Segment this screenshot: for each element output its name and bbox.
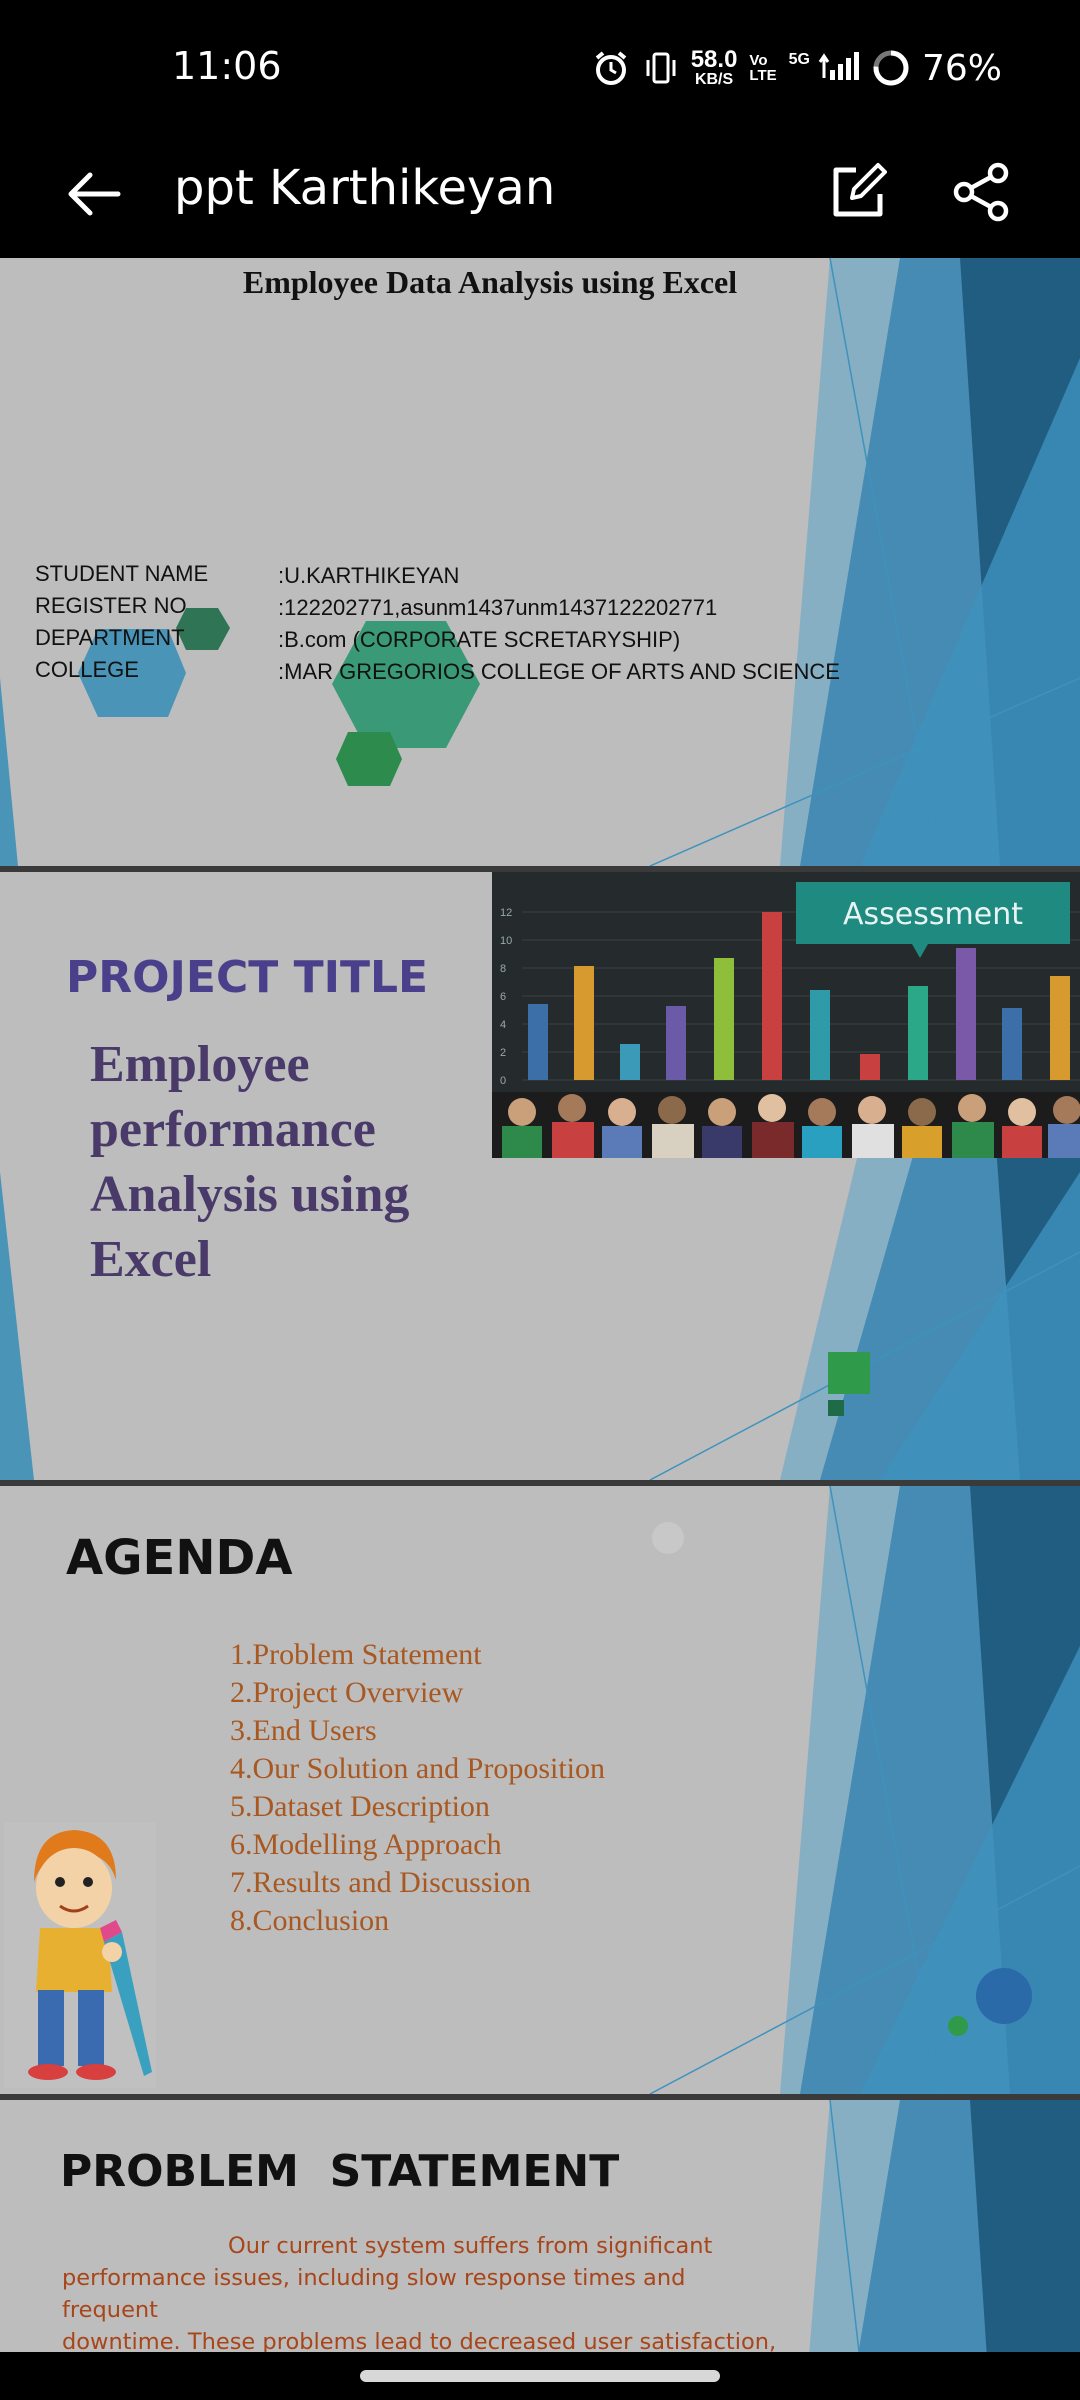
slide-decoration <box>0 258 1080 866</box>
slide-2[interactable]: 0 2 4 6 8 10 12 Assessment <box>0 872 1080 1480</box>
info-label: DEPARTMENT <box>35 625 185 650</box>
agenda-item: 3.End Users <box>230 1714 377 1747</box>
info-label: COLLEGE <box>35 657 139 682</box>
agenda-item: 5.Dataset Description <box>230 1790 490 1823</box>
agenda-item: 7.Results and Discussion <box>230 1866 531 1899</box>
slide-heading: PROJECT TITLE <box>66 952 429 1003</box>
chart-axis-tick: 2 <box>500 1047 506 1059</box>
slide-1[interactable]: Employee Data Analysis using Excel STUDE… <box>0 258 1080 866</box>
slide-title: Employee Data Analysis using Excel <box>242 264 738 300</box>
vibrate-icon <box>646 52 676 84</box>
arrow-left-icon <box>68 172 121 216</box>
project-title: Employee performance Analysis using Exce… <box>90 1036 410 1288</box>
slide-viewer[interactable]: Employee Data Analysis using Excel STUDE… <box>0 258 1080 2352</box>
share-button[interactable] <box>950 160 1014 224</box>
network-type: 5G <box>788 51 810 68</box>
slide-decoration <box>649 1486 1080 2094</box>
navigation-bar <box>0 2352 1080 2400</box>
alarm-icon <box>595 51 626 85</box>
info-value: :U.KARTHIKEYAN <box>278 563 460 588</box>
boy-pencil-clipart <box>4 1822 156 2088</box>
app-bar: ppt Karthikeyan <box>0 130 1080 258</box>
chart-axis-tick: 0 <box>500 1075 506 1087</box>
status-bar: 11:06 58.0 KB/S Vo LTE 5G <box>0 0 1080 130</box>
battery-ring-icon <box>873 50 909 86</box>
problem-statement-text: Our current system suffers from signific… <box>62 2233 777 2352</box>
status-time: 11:06 <box>172 44 282 88</box>
share-icon <box>953 162 1009 222</box>
info-value: :MAR GREGORIOS COLLEGE OF ARTS AND SCIEN… <box>278 659 840 684</box>
chart-axis-tick: 6 <box>500 991 506 1003</box>
agenda-list: 1.Problem Statement 2.Project Overview 3… <box>230 1636 605 1940</box>
edit-square-icon <box>833 163 887 217</box>
assessment-banner: Assessment <box>843 897 1023 932</box>
student-info-values: :U.KARTHIKEYAN :122202771,asunm1437unm14… <box>278 560 840 688</box>
chart-axis-tick: 8 <box>500 963 506 975</box>
slide-decoration <box>809 2100 1080 2352</box>
slide-heading: AGENDA <box>66 1530 293 1586</box>
home-gesture-handle[interactable] <box>360 2370 720 2382</box>
slide-3[interactable]: AGENDA 1.Problem Statement 2.Project Ove… <box>0 1486 1080 2094</box>
document-title: ppt Karthikeyan <box>174 160 556 216</box>
info-label: REGISTER NO <box>35 593 187 618</box>
agenda-item: 4.Our Solution and Proposition <box>230 1752 606 1785</box>
network-speed: 58.0 KB/S <box>690 46 738 88</box>
chart-axis-tick: 12 <box>500 907 512 919</box>
slide-4[interactable]: PROBLEM STATEMENT Our current system suf… <box>0 2100 1080 2352</box>
status-icons: 58.0 KB/S Vo LTE 5G 76% <box>591 40 1002 96</box>
info-value: :B.com (CORPORATE SCRETARYSHIP) <box>278 627 681 652</box>
volte-indicator: Vo LTE <box>749 52 777 84</box>
info-value: :122202771,asunm1437unm1437122202771 <box>278 595 718 620</box>
info-label: STUDENT NAME <box>35 561 209 586</box>
edit-button[interactable] <box>826 160 890 224</box>
agenda-item: 6.Modelling Approach <box>230 1828 502 1861</box>
chart-axis-tick: 4 <box>500 1019 506 1031</box>
agenda-item: 8.Conclusion <box>230 1904 390 1937</box>
slide-heading: PROBLEM STATEMENT <box>60 2146 620 2197</box>
signal-icon <box>818 52 859 80</box>
battery-percentage: 76% <box>921 47 1002 89</box>
student-info-labels: STUDENT NAME REGISTER NO DEPARTMENT COLL… <box>35 558 208 686</box>
agenda-item: 1.Problem Statement <box>230 1638 482 1671</box>
assessment-image: 0 2 4 6 8 10 12 Assessment <box>492 872 1080 1158</box>
back-button[interactable] <box>62 162 126 226</box>
agenda-item: 2.Project Overview <box>230 1676 464 1709</box>
chart-axis-tick: 10 <box>500 935 512 947</box>
